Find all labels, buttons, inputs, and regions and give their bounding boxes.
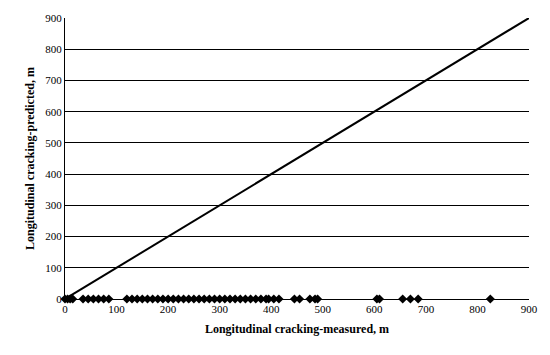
svg-text:800: 800: [469, 303, 486, 315]
svg-text:300: 300: [211, 303, 228, 315]
svg-text:700: 700: [418, 303, 435, 315]
svg-text:700: 700: [45, 74, 62, 86]
svg-text:0: 0: [56, 293, 62, 305]
svg-text:500: 500: [315, 303, 332, 315]
svg-text:200: 200: [160, 303, 177, 315]
svg-text:100: 100: [45, 262, 62, 274]
svg-text:Longitudinal cracking-predicte: Longitudinal cracking-predicted, m: [23, 67, 37, 250]
svg-text:100: 100: [108, 303, 125, 315]
svg-text:800: 800: [45, 43, 62, 55]
svg-text:600: 600: [45, 106, 62, 118]
svg-text:400: 400: [45, 168, 62, 180]
svg-text:900: 900: [521, 303, 538, 315]
svg-text:400: 400: [263, 303, 280, 315]
svg-text:300: 300: [45, 199, 62, 211]
svg-text:900: 900: [45, 12, 62, 24]
svg-text:500: 500: [45, 137, 62, 149]
svg-text:200: 200: [45, 230, 62, 242]
svg-text:Longitudinal cracking-measured: Longitudinal cracking-measured, m: [205, 322, 389, 336]
svg-text:600: 600: [366, 303, 383, 315]
svg-text:0: 0: [62, 303, 68, 315]
